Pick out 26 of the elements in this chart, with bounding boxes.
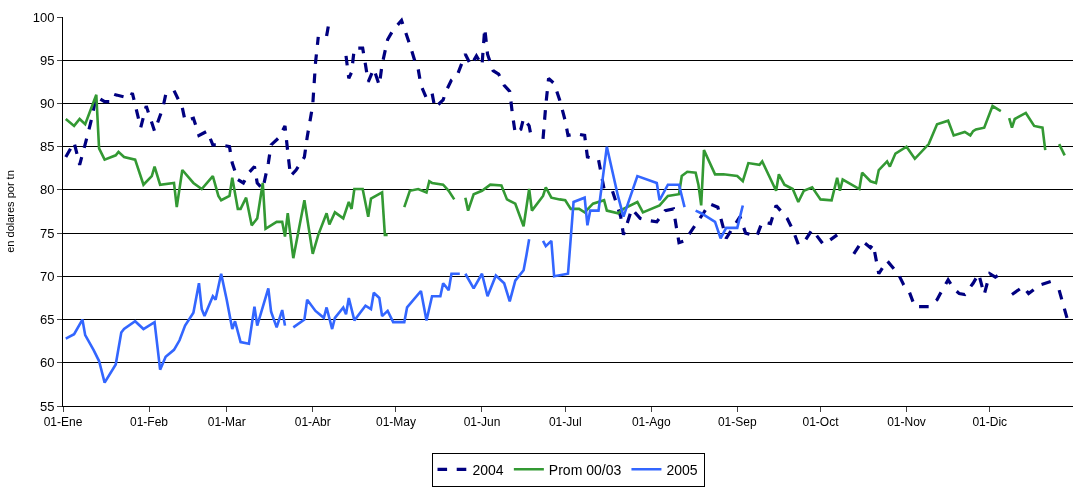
x-tick-label: 01-Oct — [802, 415, 840, 430]
x-tick-label: 01-Jul — [548, 415, 582, 430]
y-tick-label: 100 — [32, 9, 55, 25]
y-tick-label: 85 — [39, 139, 55, 155]
x-tick-label: 01-Mar — [207, 415, 246, 430]
x-tick-label: 01-Jun — [463, 415, 501, 430]
legend-label: 2005 — [666, 461, 698, 478]
x-tick-label: 01-Sep — [717, 415, 757, 430]
x-tick-label: 01-Ene — [43, 415, 83, 430]
x-tick-label: 01-May — [375, 415, 416, 430]
x-tick-label: 01-Dic — [972, 415, 1008, 430]
x-tick-label: 01-Feb — [130, 415, 169, 430]
y-tick-label: 95 — [39, 52, 55, 68]
x-tick-label: 01-Abr — [294, 415, 331, 430]
y-tick-label: 60 — [39, 355, 55, 371]
x-tick-label: 01-Ago — [631, 415, 671, 430]
y-tick-label: 70 — [39, 268, 55, 284]
y-axis-title: en dolares por tn — [4, 170, 17, 253]
legend-label: Prom 00/03 — [548, 461, 622, 478]
y-tick-label: 65 — [39, 312, 55, 328]
y-tick-label: 80 — [39, 182, 55, 198]
y-tick-label: 55 — [39, 398, 55, 414]
x-tick-label: 01-Nov — [887, 415, 926, 430]
y-tick-label: 75 — [39, 225, 55, 241]
y-tick-label: 90 — [39, 95, 55, 111]
legend-label: 2004 — [472, 461, 504, 478]
